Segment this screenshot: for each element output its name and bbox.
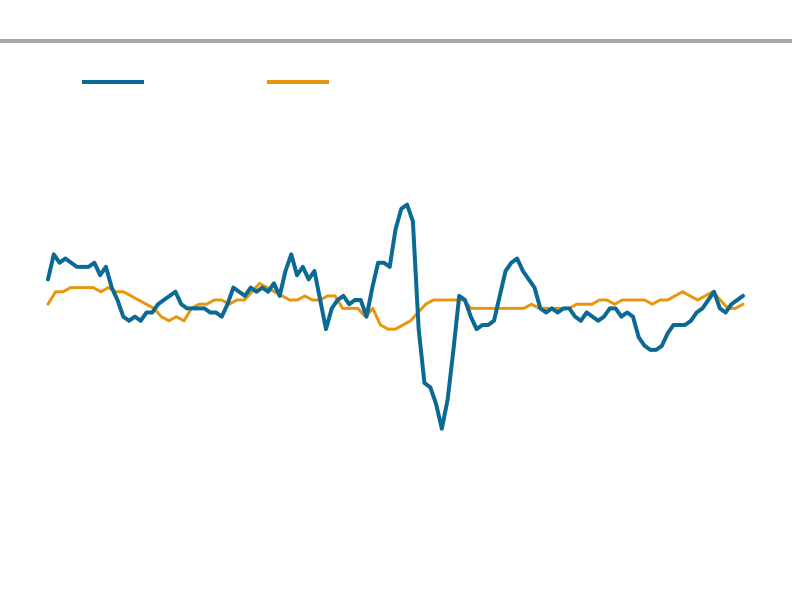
series-line-2 bbox=[46, 281, 745, 331]
legend-item-series-2 bbox=[267, 80, 452, 84]
legend-swatch-series-2 bbox=[267, 80, 329, 84]
series-line-1 bbox=[46, 202, 745, 431]
legend-swatch-series-1 bbox=[82, 80, 144, 84]
legend bbox=[82, 80, 452, 84]
series-layer bbox=[46, 202, 745, 431]
legend-item-series-1 bbox=[82, 80, 267, 84]
